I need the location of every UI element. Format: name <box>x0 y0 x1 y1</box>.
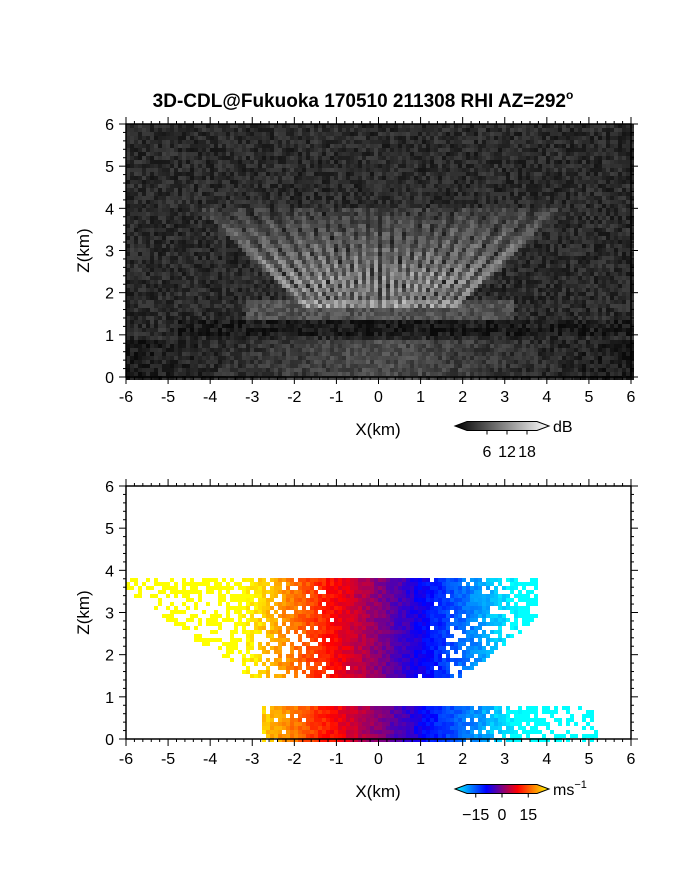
y-tick-label: 1 <box>105 328 114 345</box>
y-tick-label: 6 <box>105 479 114 496</box>
x-tick-label: 2 <box>458 751 467 768</box>
colorbar-bar <box>453 784 551 794</box>
x-tick-label: -2 <box>287 751 301 768</box>
colorbar: 6 12 18 dB <box>453 419 573 461</box>
x-tick-label: -3 <box>245 389 259 406</box>
y-axis-label: Z(km) <box>74 228 93 272</box>
colorbar-tick-label: 18 <box>518 444 536 461</box>
y-tick-label: 0 <box>105 370 114 387</box>
colorbar-tick-label: 15 <box>519 807 537 824</box>
colorbar-bar <box>453 421 551 431</box>
colorbar-tick-label: 0 <box>498 807 507 824</box>
x-tick-label: 2 <box>458 389 467 406</box>
x-tick-label: 5 <box>584 751 593 768</box>
y-tick-label: 2 <box>105 648 114 665</box>
x-tick-label: 3 <box>500 751 509 768</box>
x-tick-label: 0 <box>374 389 383 406</box>
y-axis-label: Z(km) <box>74 590 93 634</box>
axes: -6 -5 -4 -3 -2 -1 0 1 2 3 4 5 6 0 1 2 3 4 5 6 X(km) Z(km) <box>74 117 638 439</box>
y-tick-label: 1 <box>105 690 114 707</box>
colorbar-tick-label: 6 <box>483 444 492 461</box>
x-axis-label: X(km) <box>355 782 400 801</box>
x-tick-label: 4 <box>542 389 551 406</box>
figure-title: 3D-CDL@Fukuoka 170510 211308 RHI AZ=292o <box>153 88 574 112</box>
x-tick-label: -5 <box>161 389 175 406</box>
x-tick-label: -4 <box>203 751 217 768</box>
velocity-panel: -6 -5 -4 -3 -2 -1 0 1 2 3 4 5 6 0 1 2 3 4 5 6 X(km) Z(km) −15 0… <box>74 479 638 824</box>
y-tick-label: 3 <box>105 606 114 623</box>
x-axis-label: X(km) <box>355 420 400 439</box>
x-tick-label: 1 <box>416 751 425 768</box>
x-tick-label: -3 <box>245 751 259 768</box>
axes: -6 -5 -4 -3 -2 -1 0 1 2 3 4 5 6 0 1 2 3 4 5 6 X(km) Z(km) <box>74 479 638 801</box>
x-tick-label: -1 <box>329 389 343 406</box>
y-tick-label: 2 <box>105 286 114 303</box>
y-tick-label: 6 <box>105 117 114 134</box>
x-tick-label: -6 <box>119 389 133 406</box>
x-tick-label: -1 <box>329 751 343 768</box>
y-tick-label: 3 <box>105 244 114 261</box>
colorbar-tick-label: −15 <box>462 807 489 824</box>
x-tick-label: 4 <box>542 751 551 768</box>
x-tick-label: 3 <box>500 389 509 406</box>
y-tick-label: 5 <box>105 521 114 538</box>
colorbar-unit: ms−1 <box>553 779 587 799</box>
x-tick-label: 0 <box>374 751 383 768</box>
colorbar-unit: dB <box>553 419 573 436</box>
x-tick-label: 1 <box>416 389 425 406</box>
velocity-heatmap <box>126 578 598 742</box>
y-tick-label: 4 <box>105 563 114 580</box>
x-tick-label: 6 <box>627 389 636 406</box>
colorbar: −15 0 15 ms−1 <box>453 779 587 824</box>
x-tick-label: -6 <box>119 751 133 768</box>
x-tick-label: 6 <box>627 751 636 768</box>
y-tick-label: 0 <box>105 732 114 749</box>
y-tick-label: 4 <box>105 201 114 218</box>
x-tick-label: -5 <box>161 751 175 768</box>
y-tick-label: 5 <box>105 159 114 176</box>
x-tick-label: -2 <box>287 389 301 406</box>
x-tick-label: 5 <box>584 389 593 406</box>
colorbar-tick-label: 12 <box>498 444 516 461</box>
x-tick-label: -4 <box>203 389 217 406</box>
backscatter-heatmap <box>126 124 634 380</box>
